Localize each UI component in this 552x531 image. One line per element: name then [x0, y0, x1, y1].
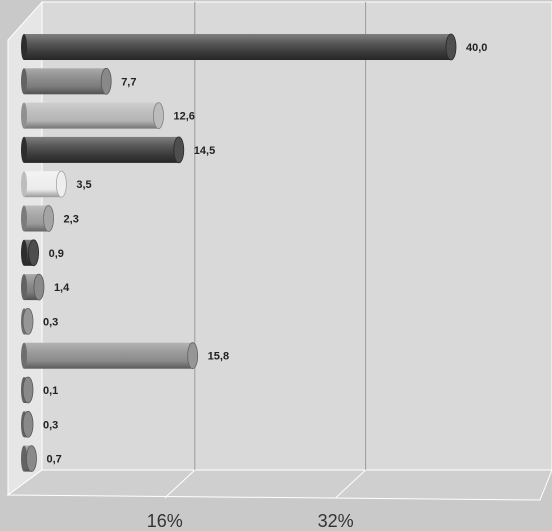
bar-value-label: 40,0 — [466, 42, 487, 54]
bar-end-cap — [445, 33, 457, 61]
floor-gridline — [335, 469, 366, 499]
gridlines — [164, 2, 367, 499]
bar-end-cap — [22, 307, 34, 335]
bar — [21, 342, 199, 370]
bar-end-cap — [43, 205, 54, 232]
bar-end-cap — [153, 102, 164, 129]
bar — [21, 445, 37, 473]
bar-end-cap — [22, 376, 34, 404]
bars — [21, 33, 457, 473]
bar-start-cap — [21, 34, 27, 60]
bar-value-label: 15,8 — [208, 351, 229, 363]
bar-end-cap — [100, 67, 112, 95]
floor-gridline — [164, 469, 196, 499]
bar-end-cap — [33, 273, 45, 301]
bar — [21, 307, 34, 335]
bar — [21, 67, 112, 95]
bar-end-cap — [26, 445, 37, 473]
bar-value-label: 1,4 — [54, 282, 70, 294]
bar-start-cap — [21, 445, 27, 472]
bar-body — [24, 171, 62, 198]
bar-value-label: 0,3 — [43, 419, 58, 431]
bar — [21, 102, 164, 129]
plot-back-wall — [41, 1, 552, 471]
bar — [21, 205, 54, 232]
bar-start-cap — [21, 239, 27, 266]
bar-body — [24, 102, 159, 129]
x-tick-label: 16% — [147, 511, 183, 531]
bar-value-label: 7,7 — [121, 76, 136, 88]
bar-value-label: 2,3 — [64, 214, 79, 226]
bar — [21, 33, 457, 61]
x-tick-label: 32% — [318, 511, 354, 531]
bar — [21, 170, 67, 198]
x-axis-ticks: 16% 32% — [147, 511, 354, 531]
bar-value-label: 12,6 — [174, 111, 195, 123]
bar-body — [24, 68, 107, 95]
bar-value-label: 0,9 — [49, 248, 64, 260]
bar-start-cap — [21, 342, 27, 369]
bar-start-cap — [21, 274, 27, 301]
bar — [21, 273, 45, 301]
bar-end-cap — [22, 410, 34, 438]
bar-end-cap — [55, 170, 67, 198]
bar-start-cap — [21, 136, 27, 163]
bar-end-cap — [173, 136, 185, 164]
plot-floor — [6, 469, 552, 501]
bar-end-cap — [28, 239, 40, 267]
bar — [21, 376, 34, 404]
bar — [21, 239, 40, 267]
bar — [21, 136, 185, 164]
bar — [21, 410, 34, 438]
bar-start-cap — [21, 102, 27, 129]
bar-start-cap — [21, 205, 27, 232]
bar-body — [24, 342, 193, 369]
bar-value-label: 0,7 — [46, 454, 61, 466]
bar-value-label: 3,5 — [76, 179, 91, 191]
bar-value-label: 14,5 — [194, 145, 215, 157]
bar-body — [24, 34, 451, 60]
bar-end-cap — [187, 342, 199, 370]
bar-value-label: 0,3 — [43, 316, 58, 328]
value-labels: 40,0 7,7 12,6 14,5 3,5 2,3 0,9 1,4 0,3 15,8 0,1 0,3… — [43, 42, 487, 466]
bar-value-label: 0,1 — [43, 385, 58, 397]
bar-body — [24, 136, 179, 163]
bar-start-cap — [21, 171, 27, 198]
bar-start-cap — [21, 68, 27, 95]
